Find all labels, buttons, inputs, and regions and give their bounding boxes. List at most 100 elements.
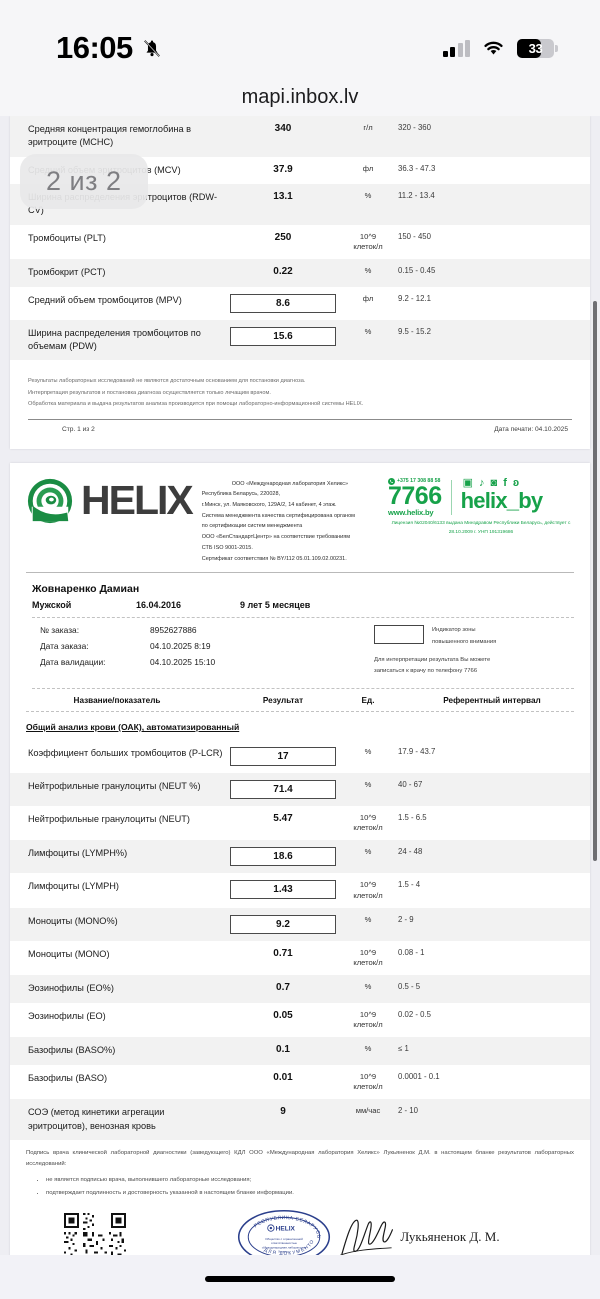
row-reference-range: 2 - 9 bbox=[394, 907, 590, 941]
attention-label-line1: Индикатор зоны bbox=[432, 627, 476, 634]
page-gap bbox=[0, 449, 600, 463]
disclaimer-line: Результаты лабораторных исследований не … bbox=[28, 378, 306, 385]
qr-code-icon bbox=[64, 1212, 126, 1255]
row-unit: % bbox=[342, 1037, 394, 1065]
col-header-result: Результат bbox=[262, 695, 304, 705]
stamp-signature-group: РЕСПУБЛИКА БЕЛАРУСЬ г.МИНСК ДЛЯ ДОКУМЕНТ… bbox=[162, 1209, 574, 1255]
table-row: Тромбоциты (PLT) 250 10^9 клеток/л 150 - 450 bbox=[10, 225, 590, 260]
vk-icon[interactable]: ʚ bbox=[512, 476, 520, 489]
helix-contact-block: +375 17 308 88 58 7766 www.helix.by ▣ ♪ … bbox=[388, 477, 574, 537]
row-result-value: 340 bbox=[224, 116, 342, 157]
row-unit: г/л bbox=[342, 116, 394, 157]
helix-address-line: СТБ ISO 9001-2015. bbox=[201, 544, 253, 551]
table-row: Средняя концентрация гемоглобина в эритр… bbox=[10, 116, 590, 157]
page-viewport[interactable]: Средняя концентрация гемоглобина в эритр… bbox=[0, 116, 600, 1255]
row-analyte-name: Тромбокрит (PCT) bbox=[10, 259, 224, 287]
table-row: Базофилы (BASO) 0.01 10^9 клеток/л 0.0001 - … bbox=[10, 1065, 590, 1100]
row-result-value: 0.71 bbox=[273, 947, 293, 959]
helix-header-rule bbox=[26, 572, 574, 574]
row-result-highlight-box: 71.4 bbox=[230, 779, 336, 799]
row-analyte-name: Тромбоциты (PLT) bbox=[28, 232, 106, 243]
row-unit: % bbox=[342, 259, 394, 287]
phone-icon bbox=[388, 477, 395, 485]
consult-note-line2: записаться к врачу по телефону 7766 bbox=[374, 668, 478, 675]
helix-social-group: ▣ ♪ ◙ f ʚ helix_by bbox=[460, 476, 574, 518]
row-unit: мм/час bbox=[342, 1099, 394, 1140]
document-page-2: HELIX ООО «Международная лаборатория Хел… bbox=[10, 462, 590, 1255]
row-analyte-name: Средний объем тромбоцитов (MPV) bbox=[28, 294, 182, 305]
disclaimer-line: Обработка материала и выдача результатов… bbox=[28, 401, 364, 408]
row-reference-range: 9.5 - 15.2 bbox=[394, 319, 590, 361]
order-fields: № заказа: 8952627886 Дата заказа: 04.10.202… bbox=[32, 625, 215, 678]
tiktok-icon[interactable]: ♪ bbox=[479, 476, 485, 489]
table-row: Коэффициент больших тромбоцитов (P-LCR) 1… bbox=[10, 740, 590, 773]
signature-bullet: не является подписью врача, выполнившего… bbox=[46, 1174, 574, 1186]
attention-note: Индикатор зоны повышенного внимания Для … bbox=[374, 625, 574, 678]
instagram-icon[interactable]: ◙ bbox=[490, 476, 498, 489]
row-reference-range: 0.02 - 0.5 bbox=[398, 1009, 431, 1019]
row-result-value: 8.6 bbox=[224, 287, 342, 320]
helix-address-line: г.Минск, ул. Маяковского, 129А/2, 14 каб… bbox=[201, 502, 337, 509]
row-analyte-name: Лимфоциты (LYMPH) bbox=[28, 881, 119, 892]
helix-wordmark: HELIX bbox=[81, 476, 194, 523]
row-result-value: 0.05 bbox=[273, 1009, 293, 1021]
attention-indicator-box bbox=[374, 625, 424, 645]
row-result-value: 9.2 bbox=[224, 907, 342, 941]
facebook-icon[interactable]: f bbox=[503, 476, 507, 489]
row-result-highlight-box: 1.43 bbox=[230, 880, 336, 900]
table-row: Лимфоциты (LYMPH%) 18.6% 24 - 48 bbox=[10, 840, 590, 874]
row-result-highlight-box: 8.6 bbox=[230, 293, 336, 313]
row-result-value: 9 bbox=[224, 1099, 342, 1140]
col-header-unit: Ед. bbox=[361, 695, 375, 705]
svg-text:ответственностью: ответственностью bbox=[271, 1241, 298, 1245]
row-result-value: 37.9 bbox=[273, 163, 293, 175]
order-field-label: Дата заказа: bbox=[40, 641, 89, 652]
table-row: Тромбокрит (PCT) 0.22% 0.15 - 0.45 bbox=[10, 259, 590, 287]
url-text[interactable]: mapi.inbox.lv bbox=[241, 85, 359, 108]
row-unit: % bbox=[364, 746, 372, 756]
svg-text:Хеликс»: Хеликс» bbox=[279, 1250, 291, 1254]
row-result-value: 0.22 bbox=[224, 259, 342, 287]
home-indicator[interactable] bbox=[205, 1276, 395, 1282]
battery-percent: 33 bbox=[528, 40, 543, 56]
row-reference-range: 150 - 450 bbox=[398, 231, 431, 241]
row-analyte-name: СОЭ (метод кинетики агрегации эритроцито… bbox=[10, 1099, 224, 1140]
row-reference-range: 0.08 - 1 bbox=[398, 947, 425, 957]
helix-social-handle[interactable]: helix_by bbox=[460, 487, 543, 513]
results-section-title: Общий анализ крови (ОАК), автоматизирова… bbox=[26, 721, 240, 732]
row-reference-range: 1.5 - 6.5 bbox=[398, 812, 427, 822]
attention-indicator-label: Индикатор зоны повышенного внимания bbox=[432, 625, 496, 648]
helix-phone-small[interactable]: +375 17 308 88 58 bbox=[397, 478, 441, 485]
patient-bottom-divider bbox=[32, 687, 574, 689]
row-analyte-name: Ширина распределения тромбоцитов по объе… bbox=[10, 319, 224, 361]
browser-url-bar[interactable]: mapi.inbox.lv bbox=[0, 78, 600, 116]
youtube-icon[interactable]: ▣ bbox=[462, 476, 474, 489]
row-result-value: 250 bbox=[274, 231, 292, 243]
row-result-value: 5.47 bbox=[273, 812, 293, 824]
consult-note-line1: Для интерпретации результата Вы можете bbox=[374, 656, 491, 663]
patient-demographics: Мужской 16.04.2016 9 лет 5 месяцев bbox=[32, 600, 574, 610]
row-analyte-name: Коэффициент больших тромбоцитов (P-LCR) bbox=[28, 747, 223, 758]
table-row: СОЭ (метод кинетики агрегации эритроцито… bbox=[10, 1099, 590, 1140]
row-result-value: 18.6 bbox=[224, 840, 342, 874]
battery-fill bbox=[517, 38, 541, 58]
row-reference-range: 11.2 - 13.4 bbox=[394, 184, 590, 225]
row-unit: % bbox=[342, 975, 394, 1003]
attention-label-line2: повышенного внимания bbox=[432, 638, 497, 645]
page1-print-date: Дата печати: 04.10.2025 bbox=[494, 425, 568, 433]
row-unit: % bbox=[342, 184, 394, 225]
vertical-scrollbar[interactable] bbox=[593, 301, 597, 861]
helix-contact-top: +375 17 308 88 58 7766 www.helix.by ▣ ♪ … bbox=[388, 476, 574, 518]
row-unit: 10^9 клеток/л bbox=[353, 1009, 383, 1030]
table-row: Лимфоциты (LYMPH) 1.43 10^9 клеток/л 1.5 - 4 bbox=[10, 873, 590, 908]
row-reference-range: ≤ 1 bbox=[394, 1037, 590, 1065]
row-reference-range: 17.9 - 43.7 bbox=[398, 746, 436, 756]
order-field-value: 04.10.2025 15:10 bbox=[150, 657, 216, 668]
helix-website[interactable]: www.helix.by bbox=[388, 508, 434, 518]
table-row: Ширина распределения тромбоцитов по объе… bbox=[10, 319, 590, 361]
helix-phone-big[interactable]: 7766 bbox=[388, 481, 442, 510]
page1-results-body: Средняя концентрация гемоглобина в эритр… bbox=[10, 116, 590, 361]
svg-text:Общество с ограниченной: Общество с ограниченной bbox=[266, 1237, 304, 1241]
order-field-label: Дата валидации: bbox=[40, 657, 106, 668]
row-analyte-name: Моноциты (MONO%) bbox=[10, 907, 224, 941]
